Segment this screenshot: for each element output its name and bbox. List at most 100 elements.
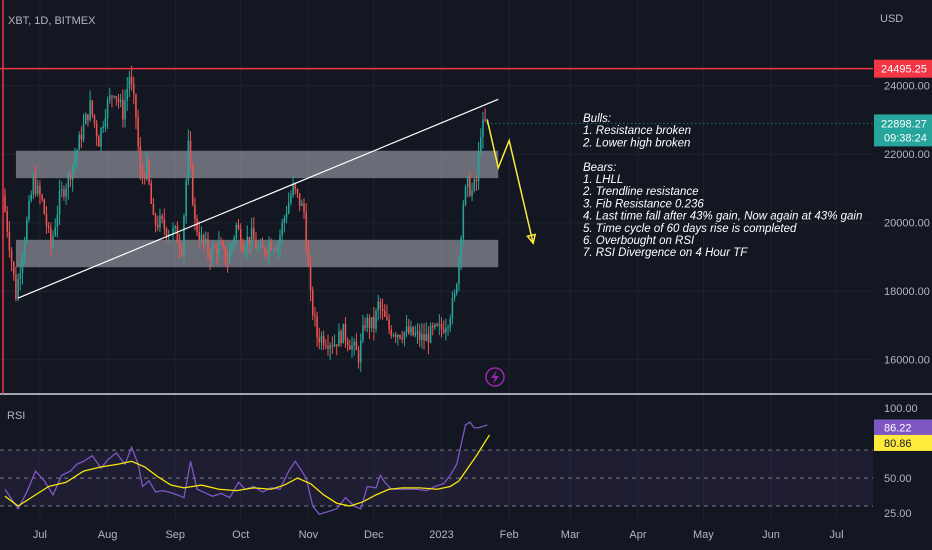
candle: [277, 244, 279, 250]
candle: [10, 250, 13, 262]
candle: [263, 247, 266, 253]
zones: [15, 150, 499, 268]
rsi-title[interactable]: RSI: [7, 410, 25, 422]
time-tick-label: Feb: [500, 529, 519, 541]
candle: [67, 174, 70, 189]
candle: [163, 219, 166, 229]
candle: [368, 317, 371, 329]
candle: [220, 242, 222, 244]
note-line: 6. Overbought on RSI: [583, 235, 695, 247]
note-line: 3. Fib Resistance 0.236: [583, 198, 704, 210]
candle: [335, 344, 338, 347]
rsi-value-label: 86.22: [884, 422, 912, 434]
candle: [281, 223, 283, 236]
candle: [30, 194, 32, 201]
candle: [63, 189, 65, 197]
candle: [87, 114, 89, 121]
candle: [152, 203, 155, 215]
candle: [464, 187, 467, 205]
candle: [60, 189, 63, 191]
candle: [106, 100, 109, 119]
price-axis[interactable]: 16000.00 18000.00 20000.00 22000.00 24000.00…: [874, 59, 932, 367]
candle: [285, 213, 288, 219]
time-tick-label: Jul: [33, 529, 47, 541]
candle: [235, 224, 238, 238]
candle: [440, 323, 443, 330]
candle: [416, 331, 419, 334]
rsi-tick-label: 100.00: [884, 403, 918, 415]
candle: [248, 236, 251, 244]
candle: [15, 274, 17, 300]
candle: [23, 241, 26, 258]
support-resistance-zone[interactable]: [15, 239, 499, 268]
candle: [266, 252, 268, 254]
resistance-price-label: 24495.25: [881, 64, 927, 76]
candle: [462, 204, 465, 239]
candle: [100, 128, 102, 147]
candle: [102, 126, 104, 129]
candle: [78, 134, 80, 151]
note-line: Bulls:: [583, 113, 611, 125]
candle: [329, 345, 331, 349]
candle: [392, 335, 395, 337]
time-axis[interactable]: Jul Aug Sep Oct Nov Dec 2023 Feb Mar Apr May Jun Jul: [33, 529, 844, 541]
candle: [250, 227, 253, 244]
candle: [139, 146, 142, 174]
candle: [128, 76, 131, 89]
candle: [399, 335, 401, 338]
candle: [135, 94, 137, 118]
candle: [242, 246, 244, 252]
candle: [394, 335, 397, 338]
candle: [194, 204, 196, 219]
candle: [318, 337, 321, 343]
candle: [34, 176, 37, 194]
candle: [434, 324, 436, 328]
candle: [484, 119, 486, 121]
candle: [54, 227, 56, 236]
candle: [327, 346, 329, 349]
lightning-icon[interactable]: [485, 367, 505, 387]
candle: [390, 329, 393, 336]
symbol-label[interactable]: XBT, 1D, BITMEX: [8, 15, 96, 27]
candle: [41, 195, 43, 200]
trendline[interactable]: [17, 98, 499, 299]
candle: [294, 183, 297, 190]
note-line: 5. Time cycle of 60 days rise is complet…: [583, 223, 797, 235]
projection-arrowhead: [526, 233, 537, 245]
candle: [460, 238, 462, 259]
candle: [150, 183, 153, 204]
candle: [316, 316, 318, 338]
candle: [56, 214, 59, 228]
candle: [418, 331, 421, 340]
candle: [161, 215, 163, 220]
candle: [292, 183, 294, 196]
candle: [257, 247, 259, 249]
candle: [80, 134, 83, 140]
rsi-axis: 25.00 50.00 100.00 86.22 80.86: [874, 403, 932, 520]
candle: [122, 100, 124, 120]
candle: [183, 216, 185, 255]
candle: [447, 327, 449, 329]
candle: [71, 165, 74, 180]
candle: [397, 335, 399, 338]
candle: [421, 334, 423, 340]
candle: [233, 237, 235, 244]
candle: [113, 96, 115, 98]
candle: [301, 203, 303, 206]
support-resistance-zone[interactable]: [15, 150, 499, 179]
candle: [351, 344, 353, 350]
price-tick-label: 20000.00: [884, 218, 930, 230]
candle: [209, 252, 211, 260]
candle: [69, 174, 72, 180]
candle: [196, 218, 198, 233]
candle: [111, 95, 113, 97]
candle: [325, 345, 327, 347]
projection-arrow[interactable]: [486, 119, 534, 244]
candle: [357, 350, 360, 363]
candle: [366, 317, 369, 328]
candle: [215, 248, 218, 255]
candle: [93, 114, 96, 124]
last-price-label: 22898.27: [881, 118, 927, 130]
candle: [471, 190, 473, 196]
